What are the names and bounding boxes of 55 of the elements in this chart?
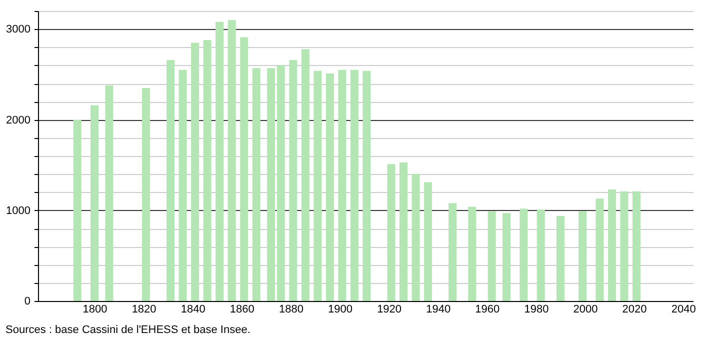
bar [400, 162, 408, 301]
bar [387, 164, 396, 301]
bar [448, 203, 457, 301]
x-tick-label: 1820 [132, 304, 156, 316]
bar [267, 68, 276, 301]
y-tick-label: 1000 [6, 204, 30, 217]
bar [424, 182, 432, 301]
bar [520, 208, 528, 301]
bar [228, 20, 236, 301]
bar [620, 191, 628, 301]
bar [468, 206, 476, 301]
x-tick-label: 2020 [622, 304, 647, 316]
y-tick-label: 2000 [6, 114, 30, 126]
x-tick-label: 1860 [230, 304, 254, 316]
bar [536, 209, 545, 301]
bar [350, 70, 358, 301]
source-note: Sources : base Cassini de l'EHESS et base Insee. [6, 324, 250, 336]
bar [240, 37, 248, 301]
bar [203, 40, 212, 301]
bar [326, 74, 334, 301]
x-tick-label: 1940 [426, 304, 451, 316]
bar [578, 211, 587, 301]
x-tick-label: 1980 [524, 304, 549, 316]
x-tick-label: 1840 [180, 304, 206, 316]
bar [338, 70, 346, 301]
bar [166, 60, 175, 301]
x-tick-label: 1800 [82, 304, 108, 316]
bar [276, 65, 285, 301]
bar [314, 70, 322, 301]
bar [488, 211, 496, 301]
y-tick-label: 0 [24, 296, 30, 308]
bar [142, 88, 150, 301]
y-tick-label: 3000 [6, 24, 30, 36]
bar [632, 191, 640, 301]
bar [502, 213, 511, 301]
bar [556, 216, 564, 301]
bar [596, 198, 604, 301]
bar [191, 42, 200, 301]
bar [412, 174, 420, 301]
bar [216, 22, 224, 301]
bar [289, 60, 298, 301]
x-tick-label: 2040 [671, 304, 696, 316]
x-tick-label: 1900 [328, 304, 352, 316]
bar [362, 70, 371, 301]
x-tick-label: 1960 [475, 304, 500, 316]
bar [178, 70, 187, 301]
bar [301, 49, 310, 301]
bar [90, 105, 98, 301]
bar [608, 190, 616, 301]
x-tick-label: 1920 [377, 304, 402, 316]
bar [73, 120, 82, 301]
x-tick-label: 2000 [573, 304, 598, 316]
bar [105, 85, 114, 301]
bar [252, 68, 260, 301]
x-tick-label: 1880 [278, 304, 304, 316]
